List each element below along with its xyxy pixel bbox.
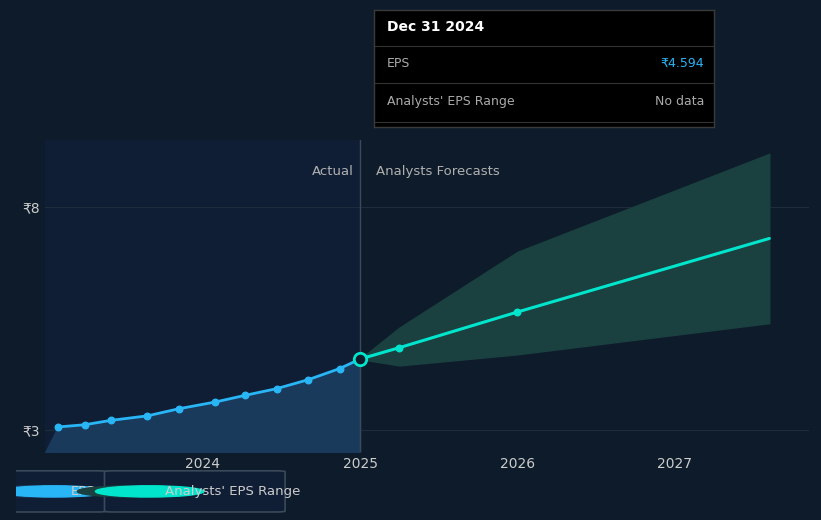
Point <box>172 405 186 413</box>
Point <box>392 344 406 352</box>
Point <box>51 423 64 431</box>
Text: ₹4.594: ₹4.594 <box>660 57 704 70</box>
Circle shape <box>0 486 91 497</box>
Circle shape <box>1 486 109 497</box>
Circle shape <box>77 486 186 497</box>
Text: EPS: EPS <box>71 485 95 498</box>
Point <box>78 421 91 429</box>
FancyBboxPatch shape <box>10 471 107 512</box>
Text: EPS: EPS <box>388 57 410 70</box>
Point <box>270 384 283 393</box>
FancyBboxPatch shape <box>104 471 285 512</box>
Point <box>105 416 118 424</box>
Text: Analysts' EPS Range: Analysts' EPS Range <box>388 95 515 108</box>
Text: Dec 31 2024: Dec 31 2024 <box>388 20 484 34</box>
Text: No data: No data <box>654 95 704 108</box>
Point <box>333 365 346 373</box>
Point <box>354 355 367 363</box>
Point <box>239 391 252 399</box>
Point <box>301 375 314 384</box>
Point <box>209 398 222 406</box>
Point <box>141 412 154 420</box>
Bar <box>45 140 360 452</box>
Text: Actual: Actual <box>312 165 354 178</box>
Point <box>511 308 524 316</box>
Text: Analysts Forecasts: Analysts Forecasts <box>376 165 499 178</box>
Circle shape <box>95 486 204 497</box>
Text: Analysts' EPS Range: Analysts' EPS Range <box>166 485 300 498</box>
